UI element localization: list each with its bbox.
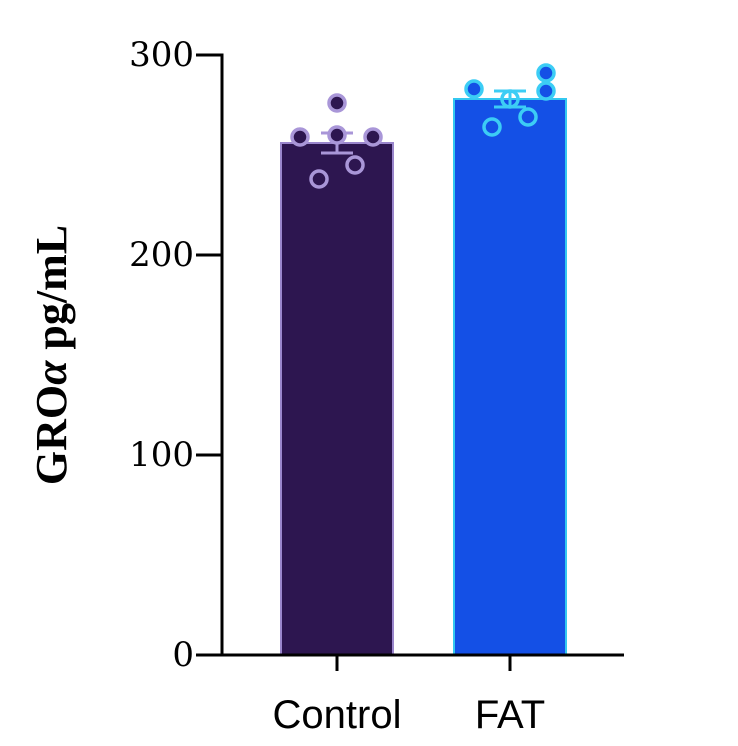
data-point-fat-4 (500, 89, 520, 109)
y-tick-label-200: 200 (129, 235, 194, 275)
y-tick-label-300: 300 (129, 35, 194, 75)
data-point-fat-2 (536, 63, 556, 83)
bars-layer (280, 98, 567, 656)
data-point-control-2 (290, 127, 310, 147)
bar-control (280, 142, 394, 656)
x-tick-label-fat: FAT (475, 693, 545, 737)
bar-fat (453, 98, 567, 656)
axes-layer (196, 53, 624, 671)
y-axis-title: GROα pg/mL (27, 225, 76, 485)
data-point-control-5 (345, 155, 365, 175)
labels-layer: Control FAT 0 100 200 300 (129, 35, 545, 737)
data-point-fat-5 (518, 107, 538, 127)
data-point-fat-3 (536, 81, 556, 101)
y-tick-label-0: 0 (172, 635, 194, 675)
y-tick-label-100: 100 (129, 435, 194, 475)
x-tick-label-control: Control (273, 693, 402, 737)
data-point-control-4 (363, 127, 383, 147)
data-point-control-1 (327, 93, 347, 113)
data-point-control-6 (309, 169, 329, 189)
data-points-layer (290, 63, 556, 189)
data-point-fat-1 (464, 79, 484, 99)
data-point-fat-6 (482, 117, 502, 137)
data-point-control-3 (327, 125, 347, 145)
